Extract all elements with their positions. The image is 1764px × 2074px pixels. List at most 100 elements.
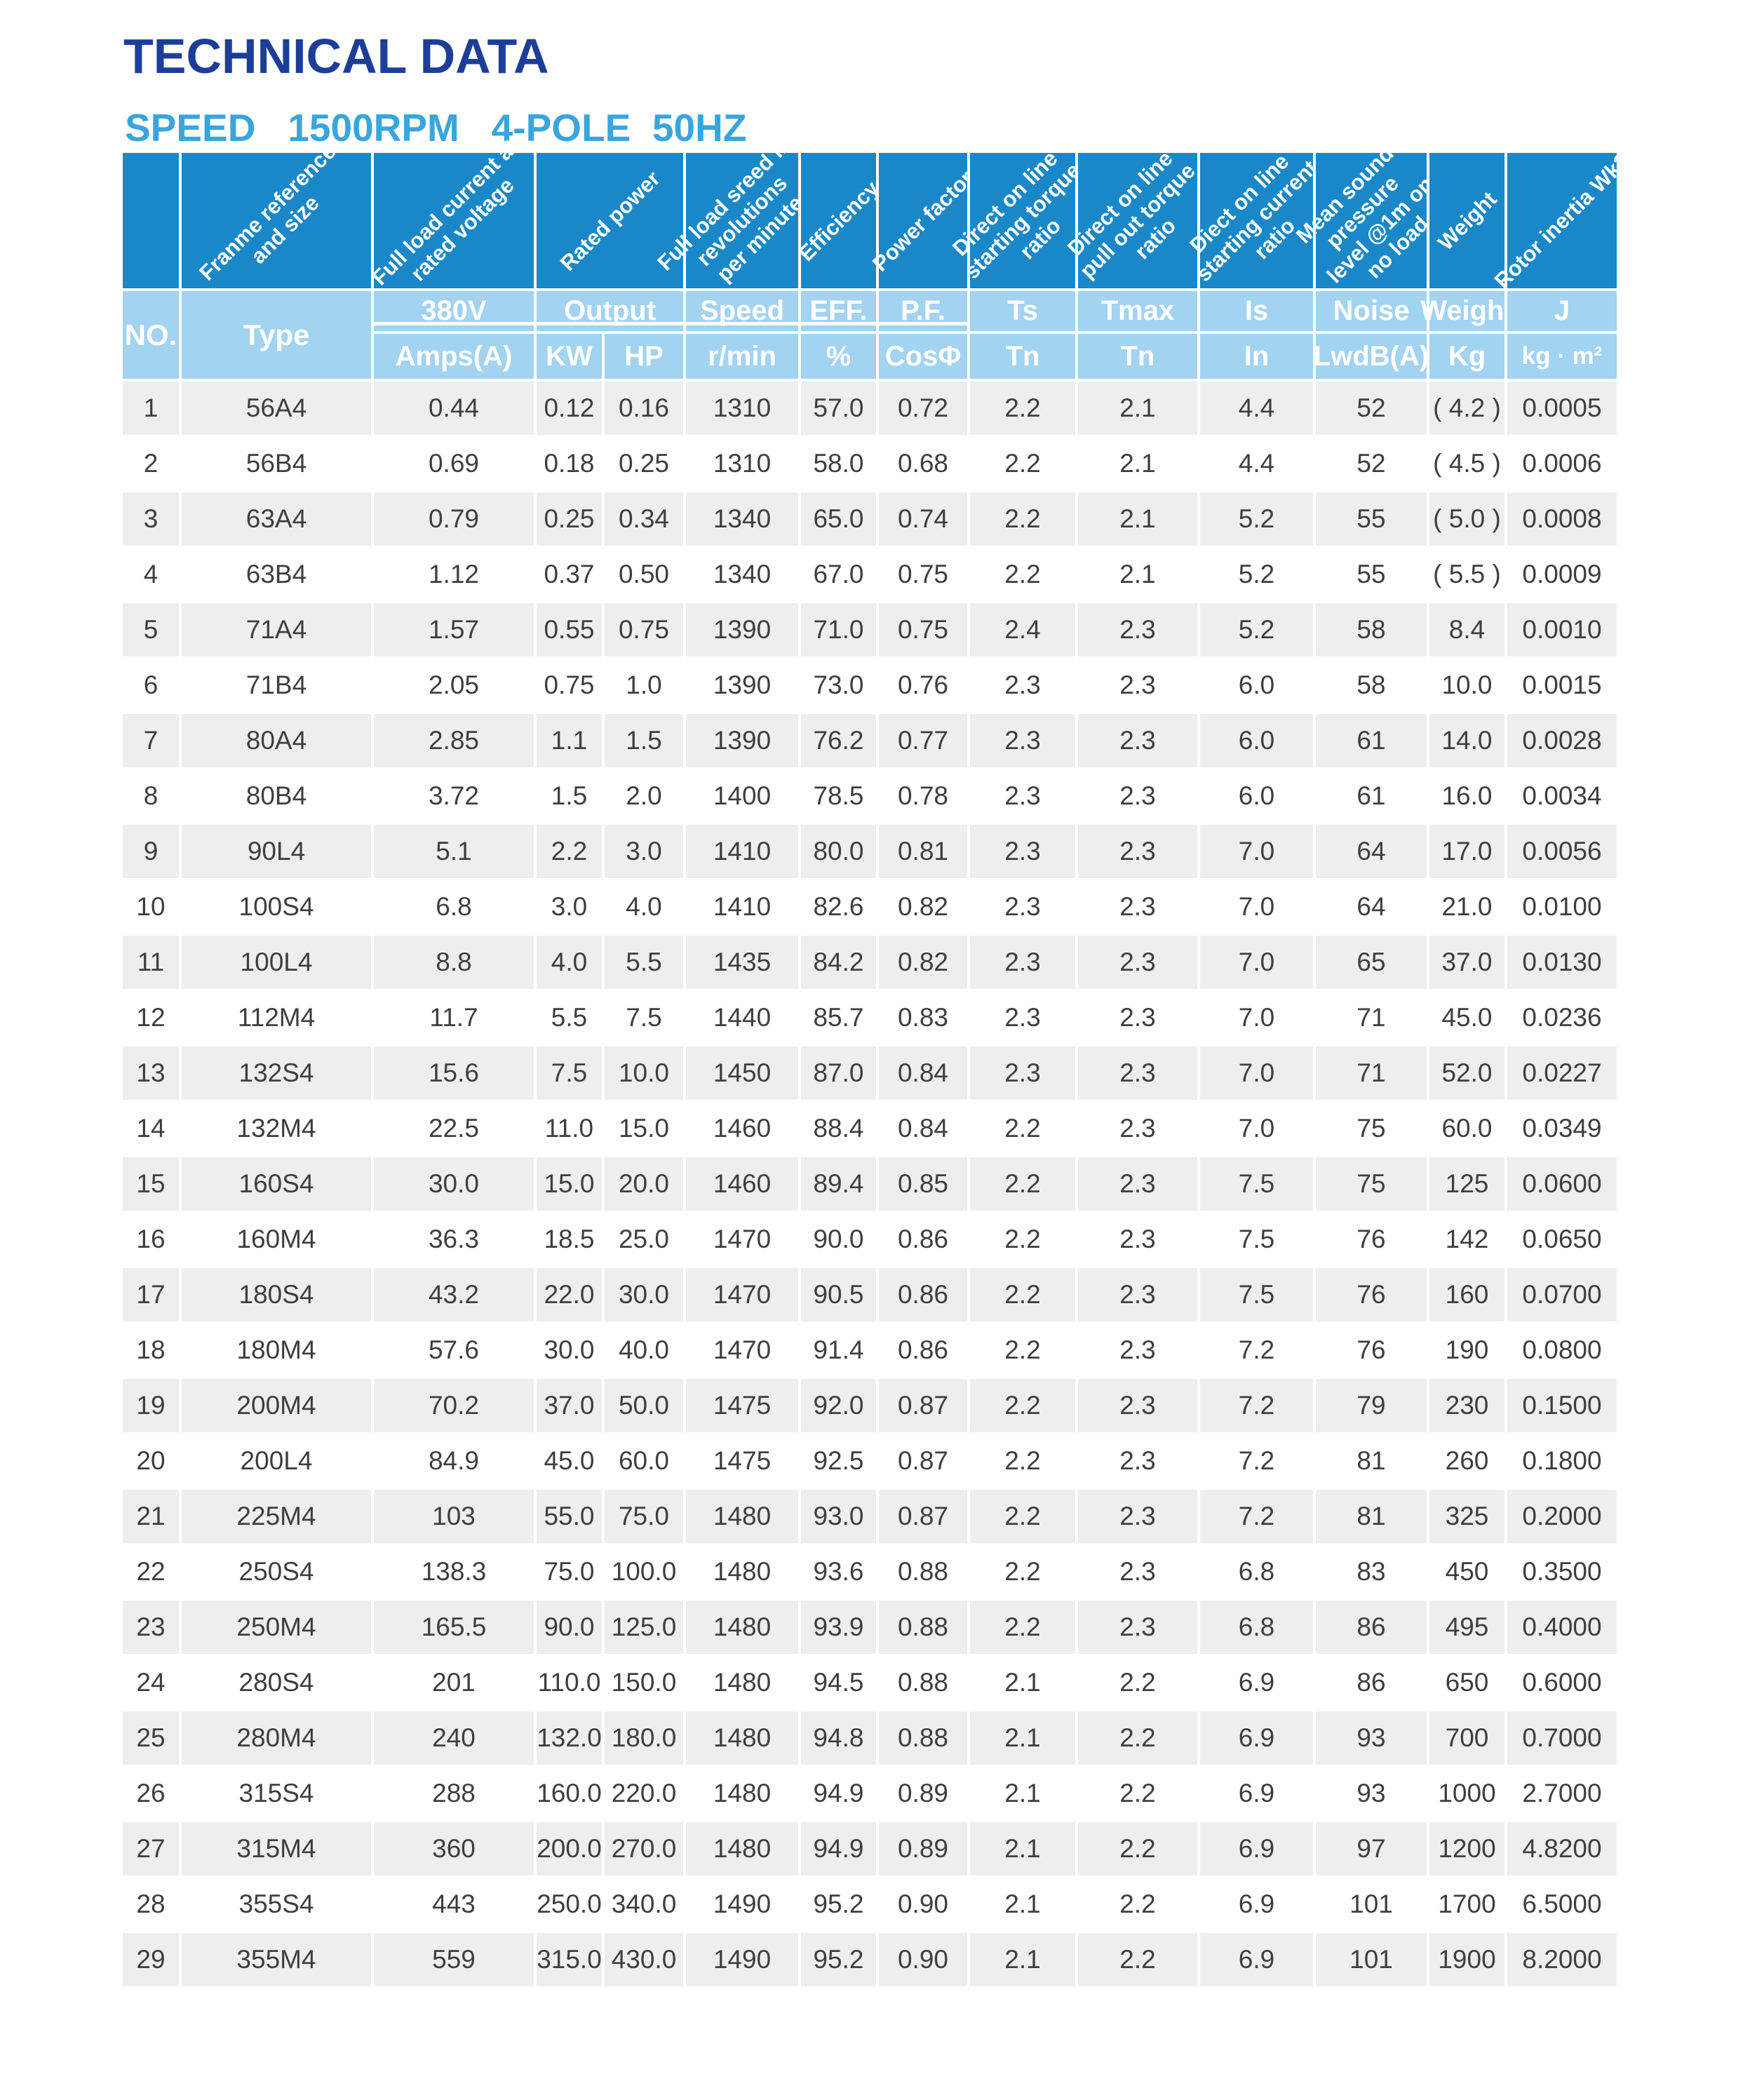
unit-header-lwdb: LwdB(A) xyxy=(1314,334,1429,379)
table-cell: 87.0 xyxy=(801,1046,876,1100)
table-cell: 0.25 xyxy=(605,437,683,490)
table-cell: 360 xyxy=(374,1822,534,1876)
table-cell: 0.88 xyxy=(879,1711,967,1765)
table-cell: 0.85 xyxy=(879,1157,967,1211)
table-cell: 0.74 xyxy=(879,492,967,546)
table-cell: 61 xyxy=(1316,714,1427,767)
table-cell: 5.2 xyxy=(1200,492,1313,546)
table-cell: 0.3500 xyxy=(1507,1545,1617,1598)
table-cell: 1200 xyxy=(1429,1822,1504,1876)
unit-header-kg: Kg xyxy=(1429,334,1504,379)
table-cell: 80B4 xyxy=(182,769,371,823)
table-cell: 94.9 xyxy=(801,1767,876,1820)
table-cell: 0.44 xyxy=(374,382,534,435)
table-cell: 2.1 xyxy=(1078,437,1197,490)
table-cell: 4.0 xyxy=(605,880,683,934)
table-cell: 71.0 xyxy=(801,603,876,656)
table-cell: 37.0 xyxy=(1429,936,1504,989)
table-cell: 200L4 xyxy=(182,1434,371,1488)
table-cell: 27 xyxy=(123,1822,179,1876)
table-cell: 71 xyxy=(1316,991,1427,1044)
table-cell: 1460 xyxy=(686,1157,798,1211)
table-cell: 1480 xyxy=(686,1822,798,1876)
table-cell: 43.2 xyxy=(374,1268,534,1321)
table-cell: 6.9 xyxy=(1200,1933,1313,1986)
table-cell: 1435 xyxy=(686,936,798,989)
table-cell: 1480 xyxy=(686,1601,798,1654)
table-cell: 1480 xyxy=(686,1545,798,1598)
table-cell: 2.2 xyxy=(970,492,1075,546)
table-cell: 4 xyxy=(123,548,179,601)
table-cell: 2.2 xyxy=(970,382,1075,435)
table-cell: 6.5000 xyxy=(1507,1878,1617,1931)
table-cell: 0.77 xyxy=(879,714,967,767)
table-cell: 2.3 xyxy=(1078,1268,1197,1321)
table-cell: 30.0 xyxy=(605,1268,683,1321)
table-cell: 97 xyxy=(1316,1822,1427,1876)
unit-header-hp: HP xyxy=(605,334,683,379)
table-cell: 0.87 xyxy=(879,1434,967,1488)
table-cell: 0.88 xyxy=(879,1545,967,1598)
table-cell: 10.0 xyxy=(605,1046,683,1100)
table-cell: 2 xyxy=(123,437,179,490)
table-cell: 3.0 xyxy=(537,880,602,934)
table-cell: 93.9 xyxy=(801,1601,876,1654)
header-cell-full-load-current: Full load current at rated voltage xyxy=(367,134,534,290)
table-cell: 0.89 xyxy=(879,1822,967,1876)
table-cell: 2.1 xyxy=(970,1711,1075,1765)
table-cell: 2.3 xyxy=(1078,991,1197,1044)
header-cell-full-load-speed: Full load sreed in revolutions per minut… xyxy=(652,131,807,288)
table-cell: ( 5.5 ) xyxy=(1429,548,1504,601)
table-cell: 1480 xyxy=(686,1711,798,1765)
table-cell: 355M4 xyxy=(182,1933,371,1986)
table-cell: 2.3 xyxy=(1078,1379,1197,1432)
table-cell: 37.0 xyxy=(537,1379,602,1432)
table-cell: 132M4 xyxy=(182,1102,371,1155)
table-cell: 22.5 xyxy=(374,1102,534,1155)
table-cell: 100S4 xyxy=(182,880,371,934)
table-cell: 220.0 xyxy=(605,1767,683,1820)
table-cell: 7.5 xyxy=(537,1046,602,1100)
table-cell: 0.1500 xyxy=(1507,1379,1617,1432)
header-cell-sound-pressure: Mean sound pressure level @1m on no load xyxy=(1291,141,1438,288)
table-cell: 0.0349 xyxy=(1507,1102,1617,1155)
table-cell: 22 xyxy=(123,1545,179,1598)
table-cell: 0.0009 xyxy=(1507,548,1617,601)
diagonal-label-frame-reference: Franme reference and size xyxy=(194,138,341,285)
table-cell: 73.0 xyxy=(801,659,876,712)
table-cell: 2.1 xyxy=(970,1933,1075,1986)
table-cell: 71B4 xyxy=(182,659,371,712)
table-cell: 0.86 xyxy=(879,1268,967,1321)
column-header-weight: Weight xyxy=(1420,291,1514,331)
table-cell: 559 xyxy=(374,1933,534,1986)
table-cell: 6.0 xyxy=(1200,659,1313,712)
table-cell: 7.2 xyxy=(1200,1324,1313,1377)
table-cell: 75 xyxy=(1316,1102,1427,1155)
table-cell: 7.5 xyxy=(1200,1268,1313,1321)
table-cell: 13 xyxy=(123,1046,179,1100)
table-cell: 6.0 xyxy=(1200,714,1313,767)
table-cell: 57.0 xyxy=(801,382,876,435)
table-cell: 14 xyxy=(123,1102,179,1155)
table-cell: 2.2 xyxy=(1078,1656,1197,1709)
table-cell: 2.1 xyxy=(970,1822,1075,1876)
table-cell: 0.0227 xyxy=(1507,1046,1617,1100)
table-cell: 1000 xyxy=(1429,1767,1504,1820)
table-cell: 2.3 xyxy=(1078,714,1197,767)
table-cell: 3 xyxy=(123,492,179,546)
table-cell: 315.0 xyxy=(537,1933,602,1986)
table-cell: 20 xyxy=(123,1434,179,1488)
table-cell: 0.12 xyxy=(537,382,602,435)
table-cell: 1900 xyxy=(1429,1933,1504,1986)
table-cell: 1410 xyxy=(686,880,798,934)
header-cell-frame-reference: Franme reference and size xyxy=(182,139,371,288)
table-cell: 1470 xyxy=(686,1213,798,1266)
column-header-tmax: Tmax xyxy=(1078,291,1197,331)
table-cell: 60.0 xyxy=(1429,1102,1504,1155)
table-cell: 64 xyxy=(1316,825,1427,878)
table-cell: 23 xyxy=(123,1601,179,1654)
table-cell: 30.0 xyxy=(537,1324,602,1377)
table-cell: 2.1 xyxy=(1078,492,1197,546)
table-cell: 0.37 xyxy=(537,548,602,601)
table-cell: 201 xyxy=(374,1656,534,1709)
